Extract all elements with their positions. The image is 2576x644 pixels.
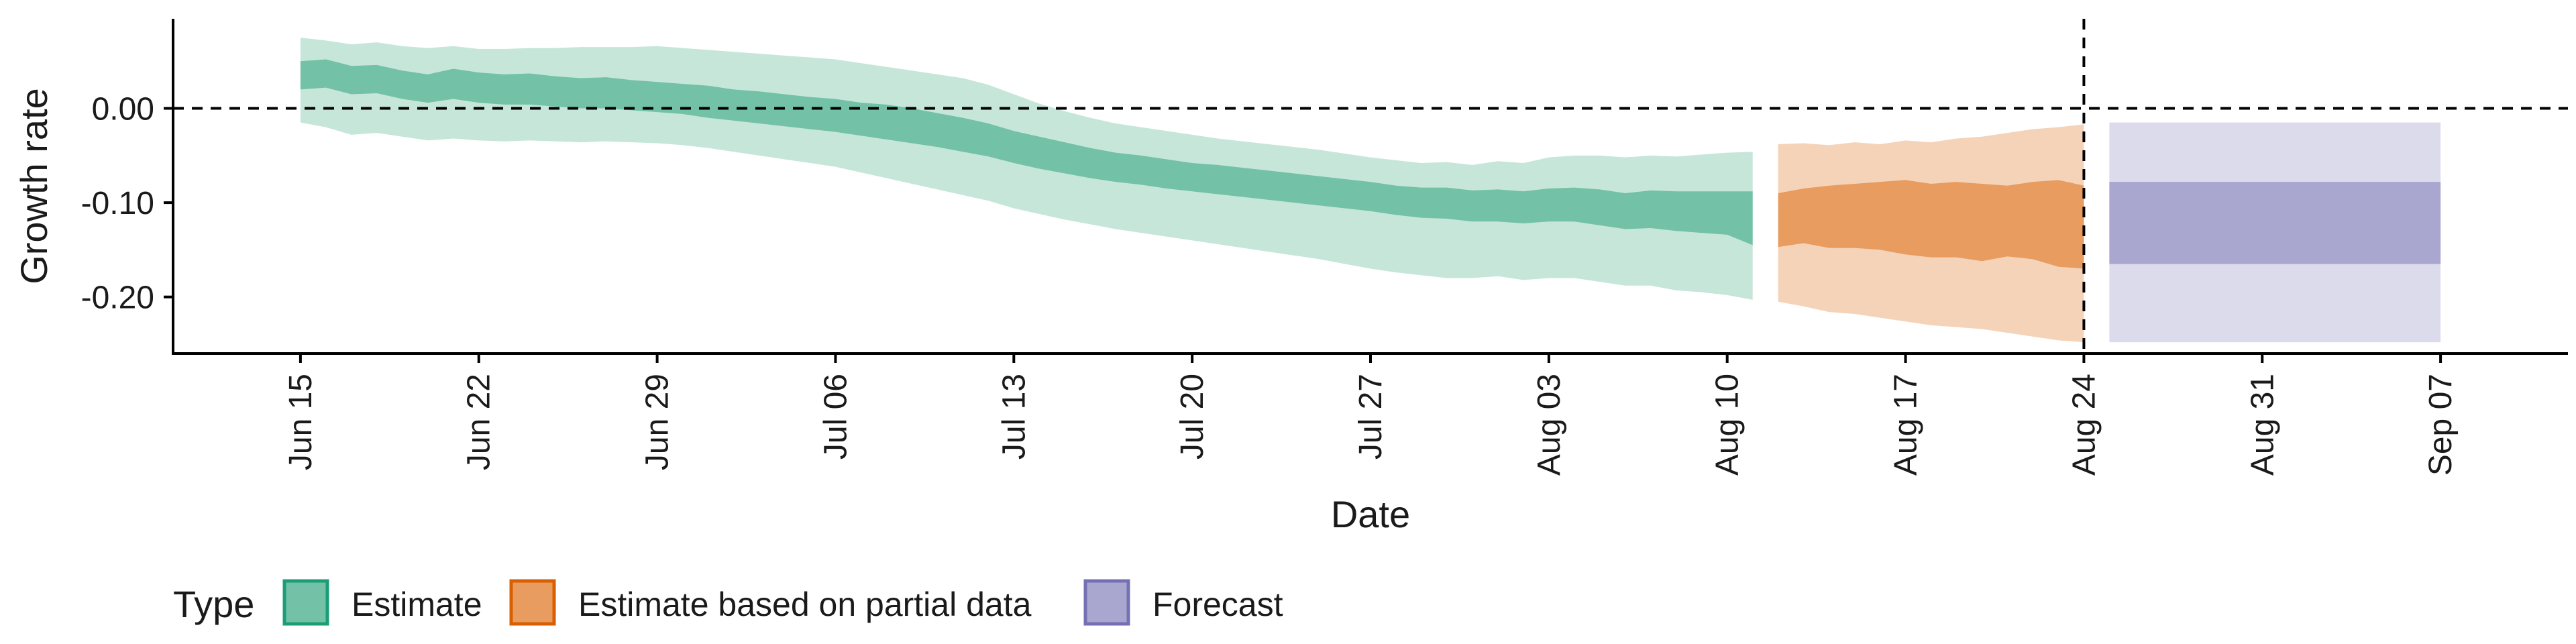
legend-key-estimate [282, 579, 329, 626]
x-tick-label: Jul 06 [818, 374, 853, 460]
x-tick-label: Aug 03 [1532, 374, 1567, 476]
x-tick-label: Jul 13 [996, 374, 1032, 460]
legend-label-estimate-based-on-partial-data: Estimate based on partial data [578, 586, 1032, 623]
x-tick-label: Jul 20 [1175, 374, 1210, 460]
x-tick-label: Aug 17 [1888, 374, 1924, 476]
legend-key-forecast [1083, 579, 1130, 626]
x-tick-label: Sep 07 [2423, 374, 2459, 476]
x-axis-title: Date [1331, 493, 1410, 535]
y-tick-label: -0.20 [81, 280, 154, 316]
estimate-based-on-partial-data-band-50 [1778, 180, 2084, 269]
y-axis-title: Growth rate [13, 88, 55, 284]
x-tick-label: Jul 27 [1353, 374, 1389, 460]
forecast-band-50 [2109, 182, 2441, 264]
x-tick-label: Jun 15 [283, 374, 319, 470]
x-tick-label: Aug 31 [2245, 374, 2280, 476]
legend-label-estimate: Estimate [352, 586, 482, 623]
x-tick-label: Jun 29 [640, 374, 676, 470]
y-tick-label: 0.00 [92, 92, 154, 127]
legend: Type Estimate Estimate based on partial d… [173, 579, 1283, 626]
x-tick-label: Aug 24 [2066, 374, 2102, 476]
legend-label-forecast: Forecast [1152, 586, 1283, 623]
confidence-bands [300, 38, 2441, 343]
legend-key-estimate-based-on-partial-data [509, 579, 556, 626]
reference-lines [173, 19, 2568, 354]
estimate-band-50 [300, 59, 1753, 246]
legend-title: Type [173, 583, 254, 625]
y-tick-label: -0.10 [81, 186, 154, 221]
axes: 0.00 -0.10 -0.20 Jun 15 Jun 22 Jun 29 Jul 06 Ju… [81, 19, 2568, 476]
x-tick-label: Aug 10 [1710, 374, 1746, 476]
x-tick-label: Jun 22 [462, 374, 497, 470]
